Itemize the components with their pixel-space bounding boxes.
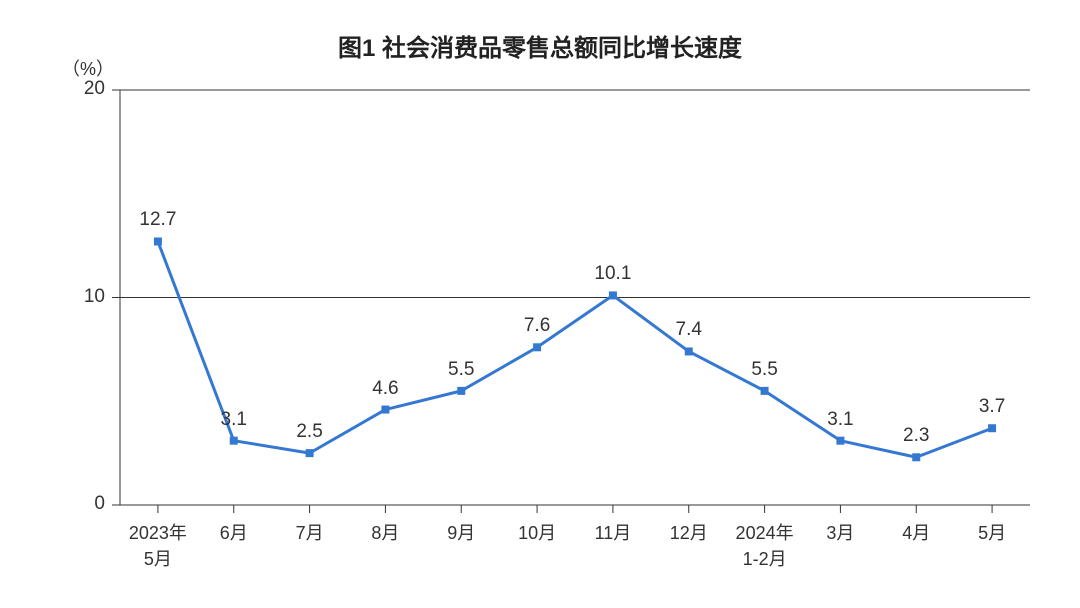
x-tick-label: 5月 [978, 519, 1006, 545]
x-tick-label: 7月 [296, 519, 324, 545]
x-tick-label: 2023年5月 [129, 519, 187, 571]
x-tick-label: 12月 [670, 519, 708, 545]
x-tick-label: 6月 [220, 519, 248, 545]
data-point-label: 2.3 [903, 425, 929, 447]
y-tick-label: 0 [65, 493, 105, 515]
data-point-label: 3.1 [221, 409, 247, 431]
data-point-label: 3.1 [827, 409, 853, 431]
data-point-label: 7.4 [676, 319, 702, 341]
x-tick-label: 2024年1-2月 [736, 519, 794, 571]
data-point-label: 2.5 [296, 421, 322, 443]
data-point-label: 10.1 [594, 263, 631, 285]
data-point-label: 4.6 [372, 378, 398, 400]
data-point-label: 5.5 [751, 359, 777, 381]
chart-svg [0, 0, 1080, 608]
chart-container: 图1 社会消费品零售总额同比增长速度 （%） 010202023年5月6月7月8… [0, 0, 1080, 608]
y-tick-label: 10 [65, 286, 105, 308]
x-tick-label: 4月 [902, 519, 930, 545]
data-point-label: 3.7 [979, 396, 1005, 418]
x-tick-label: 9月 [447, 519, 475, 545]
x-tick-label: 11月 [595, 519, 632, 545]
data-point-label: 5.5 [448, 359, 474, 381]
data-point-label: 7.6 [524, 315, 550, 337]
data-point-label: 12.7 [139, 209, 176, 231]
x-tick-label: 3月 [826, 519, 854, 545]
y-tick-label: 20 [65, 78, 105, 100]
x-tick-label: 8月 [371, 519, 399, 545]
x-tick-label: 10月 [518, 519, 556, 545]
